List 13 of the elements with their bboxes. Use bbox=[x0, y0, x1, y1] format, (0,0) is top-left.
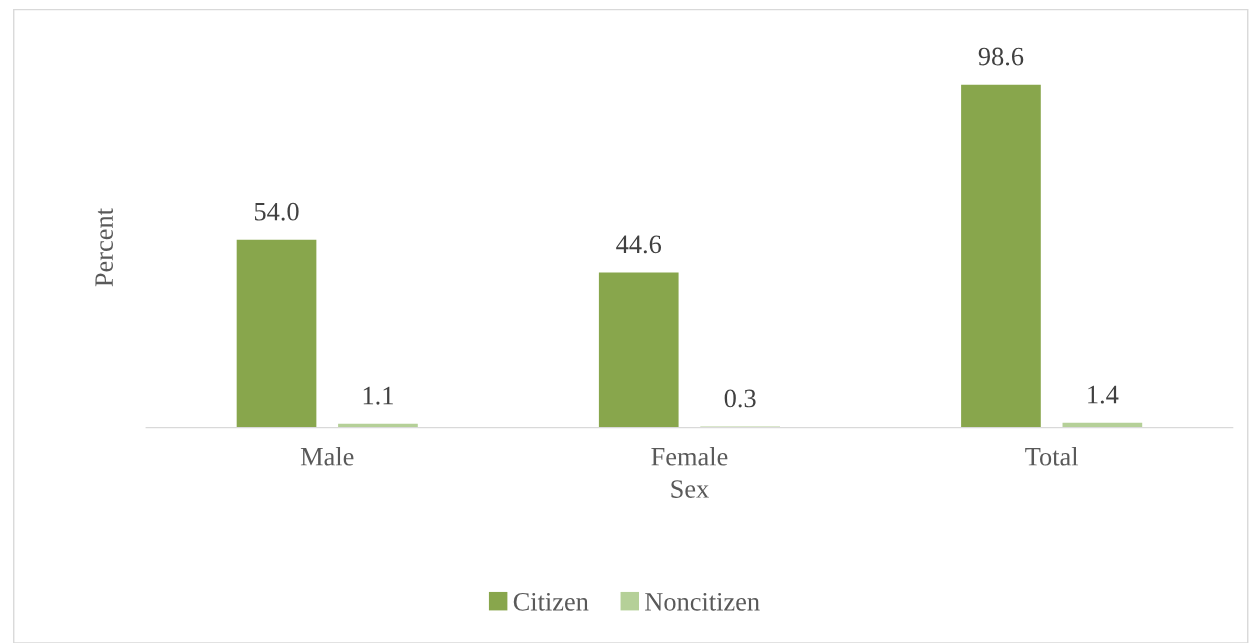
data-label: 44.6 bbox=[616, 235, 662, 254]
legend-label: Noncitizen bbox=[645, 592, 760, 611]
x-tick-label: Male bbox=[300, 447, 354, 466]
data-label: 54.0 bbox=[254, 202, 299, 221]
data-label: 0.3 bbox=[724, 389, 756, 408]
data-label: 1.1 bbox=[363, 386, 393, 405]
y-axis-title: Percent bbox=[95, 208, 113, 287]
x-axis-title: Sex bbox=[671, 480, 709, 498]
legend-label: Citizen bbox=[513, 592, 589, 611]
data-label: 98.6 bbox=[978, 47, 1024, 66]
x-tick-label: Female bbox=[651, 447, 728, 466]
data-label: 1.4 bbox=[1088, 385, 1119, 404]
x-tick-label: Total bbox=[1025, 447, 1079, 466]
